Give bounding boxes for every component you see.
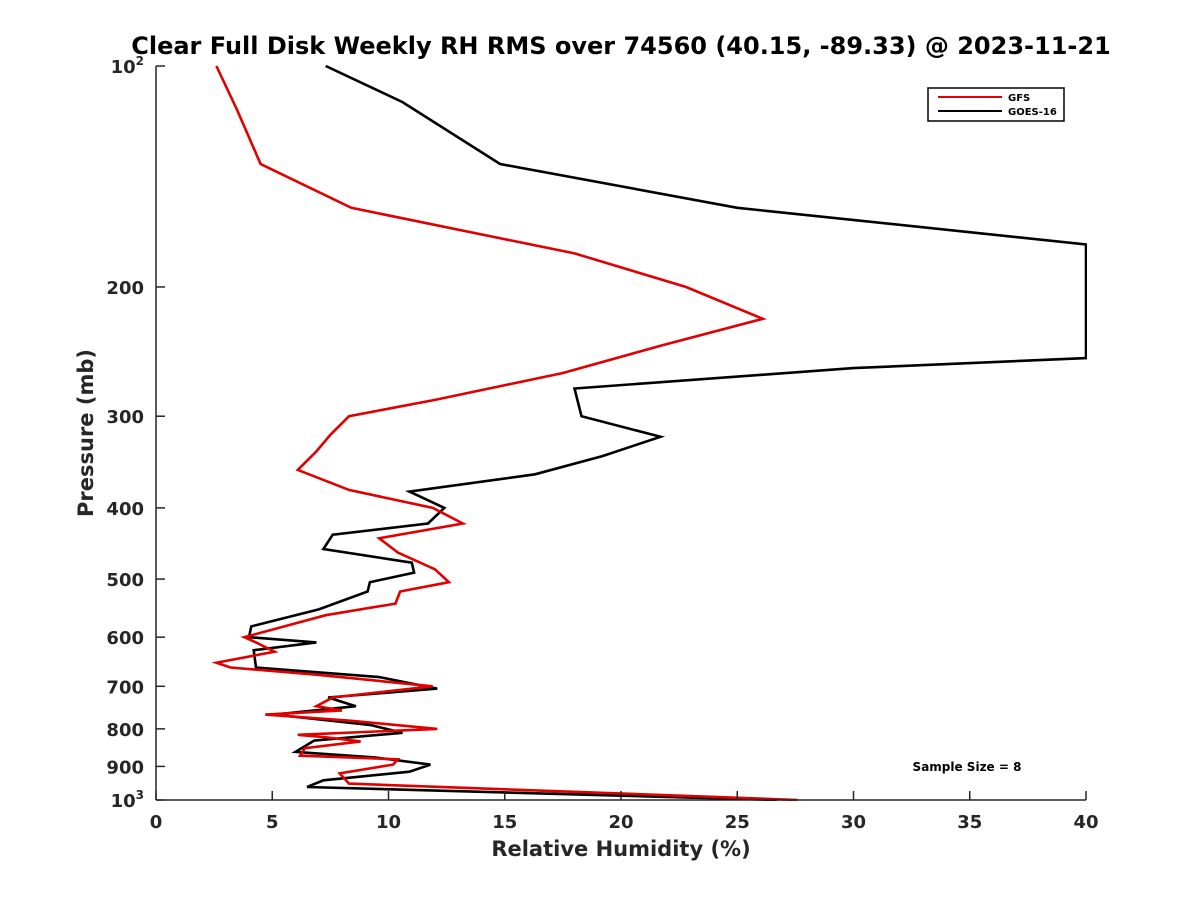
- axes-layer: 0 5 10 15 20 25 30 35 40 102 200 300 400 500 600 700 800…: [106, 54, 1098, 833]
- y-tick-label: 200: [106, 278, 144, 299]
- x-tick-label: 35: [957, 812, 982, 833]
- x-tick-label: 30: [841, 812, 866, 833]
- legend-label-gfs: GFS: [1008, 93, 1030, 104]
- legend-label-goes16: GOES-16: [1008, 107, 1057, 118]
- y-tick-label: 300: [106, 407, 144, 428]
- x-tick-label: 20: [608, 812, 633, 833]
- legend-box: [927, 87, 1065, 122]
- y-axis-label: Pressure (mb): [74, 349, 98, 517]
- x-tick-label: 40: [1073, 812, 1098, 833]
- series-layer: [211, 65, 1087, 801]
- series-group: [211, 65, 1087, 801]
- y-tick-label: 700: [106, 677, 144, 698]
- y-tick-label: 600: [106, 628, 144, 649]
- plot-area: [156, 66, 1086, 800]
- x-tick-label: 5: [266, 812, 279, 833]
- y-tick-label: 103: [111, 788, 144, 812]
- y-tick-label: 102: [111, 54, 144, 78]
- y-tick-label: 400: [106, 499, 144, 520]
- x-tick-label: 10: [376, 812, 401, 833]
- x-tick-label: 0: [150, 812, 163, 833]
- series-line-gfs: [211, 65, 798, 801]
- chart-title: Clear Full Disk Weekly RH RMS over 74560…: [131, 32, 1111, 60]
- y-tick-label: 800: [106, 720, 144, 741]
- legend: GFS GOES-16: [927, 87, 1065, 122]
- y-tick-label: 900: [106, 757, 144, 778]
- series-line-goes16: [247, 65, 1087, 801]
- sample-size-annotation: Sample Size = 8: [913, 760, 1022, 774]
- x-axis-label: Relative Humidity (%): [491, 837, 750, 861]
- x-tick-label: 25: [725, 812, 750, 833]
- y-tick-label: 500: [106, 570, 144, 591]
- x-tick-label: 15: [492, 812, 517, 833]
